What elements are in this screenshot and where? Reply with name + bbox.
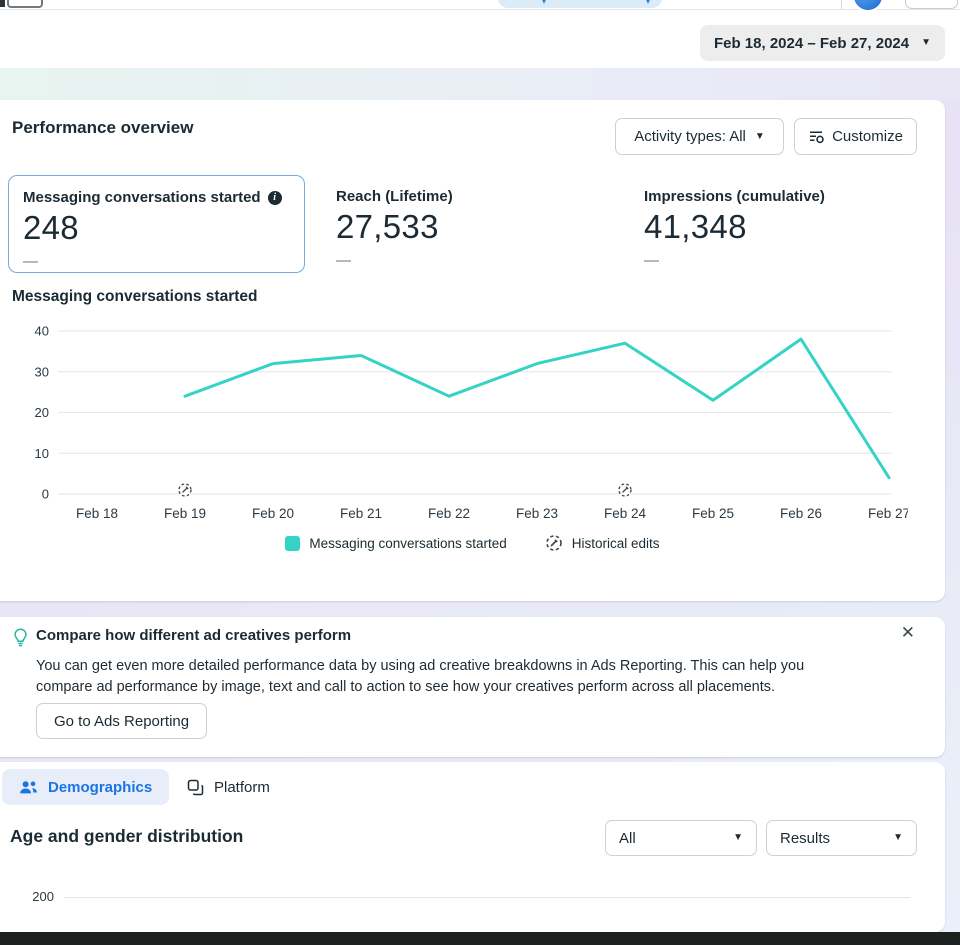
age-gender-chart-clipped: 200 [0, 889, 945, 905]
legend-item-series: Messaging conversations started [285, 536, 506, 551]
top-nav-left-fragment [0, 0, 5, 7]
activity-types-dropdown[interactable]: Activity types: All ▼ [615, 118, 784, 155]
historical-edits-icon [545, 534, 563, 552]
metric-delta: — [23, 253, 290, 270]
line-chart-title: Messaging conversations started [12, 288, 258, 306]
top-nav-left-button[interactable] [7, 0, 43, 8]
metric-value: 27,533 [336, 208, 598, 246]
tab-demographics[interactable]: Demographics [2, 769, 169, 805]
gradient-band [0, 68, 960, 100]
metric-card-impressions[interactable]: Impressions (cumulative) 41,348 — [630, 175, 930, 273]
y-axis-tick-label: 200 [26, 889, 54, 904]
customize-button[interactable]: Customize [794, 118, 917, 155]
svg-text:Feb 21: Feb 21 [340, 506, 382, 521]
svg-text:40: 40 [35, 324, 49, 339]
svg-text:0: 0 [42, 487, 49, 502]
breakdown-filter-dropdown[interactable]: All ▼ [605, 820, 757, 856]
top-nav-right-button[interactable] [905, 0, 958, 9]
info-icon[interactable]: i [268, 191, 282, 205]
activity-types-label: Activity types: All [634, 128, 746, 145]
metric-label: Reach (Lifetime) [336, 188, 598, 205]
page-header-row: Feb 18, 2024 – Feb 27, 2024 ▼ [0, 10, 960, 68]
metric-value: 248 [23, 209, 290, 247]
date-range-label: Feb 18, 2024 – Feb 27, 2024 [714, 35, 909, 52]
svg-text:Feb 27: Feb 27 [868, 506, 908, 521]
tab-platform[interactable]: Platform [170, 769, 287, 805]
customize-label: Customize [832, 128, 903, 145]
svg-text:Feb 23: Feb 23 [516, 506, 558, 521]
performance-overview-card: Performance overview Activity types: All… [0, 100, 945, 601]
metric-card-reach[interactable]: Reach (Lifetime) 27,533 — [322, 175, 612, 273]
metric-type-dropdown[interactable]: Results ▼ [766, 820, 917, 856]
legend-item-historical-edits: Historical edits [545, 534, 660, 552]
chevron-down-icon: ▼ [755, 132, 765, 142]
bottom-window-edge [0, 932, 960, 945]
banner-title: Compare how different ad creatives perfo… [36, 627, 351, 644]
ads-manager-page: ▾ ▾ Feb 18, 2024 – Feb 27, 2024 ▼ Perfor… [0, 0, 960, 945]
chevron-down-icon: ▼ [893, 833, 903, 843]
svg-text:Feb 25: Feb 25 [692, 506, 734, 521]
tab-label: Platform [214, 779, 270, 796]
chart-legend: Messaging conversations started Historic… [0, 534, 945, 552]
metric-label: Impressions (cumulative) [644, 188, 916, 205]
svg-text:Feb 22: Feb 22 [428, 506, 470, 521]
top-nav-divider [841, 0, 842, 9]
dropdown-value: All [619, 830, 636, 847]
lightbulb-icon [11, 627, 30, 653]
close-icon[interactable]: ✕ [901, 623, 915, 643]
metric-delta: — [336, 252, 598, 269]
pill-mark-icon: ▾ [646, 0, 650, 6]
chevron-down-icon: ▼ [921, 38, 931, 48]
gridline [64, 897, 910, 898]
metric-delta: — [644, 252, 916, 269]
layers-icon [187, 779, 204, 796]
series-swatch [285, 536, 300, 551]
dropdown-value: Results [780, 830, 830, 847]
legend-label: Historical edits [572, 536, 660, 551]
messaging-conversations-line-chart: 0 10 20 30 40 Feb 18 Feb 19 Feb 20 Feb 21 Feb 22 F… [8, 318, 908, 525]
svg-text:Feb 24: Feb 24 [604, 506, 647, 521]
svg-text:Feb 18: Feb 18 [76, 506, 118, 521]
chevron-down-icon: ▼ [733, 833, 743, 843]
legend-label: Messaging conversations started [309, 536, 506, 551]
top-nav-center-pill-button[interactable]: ▾ ▾ [498, 0, 662, 8]
svg-text:20: 20 [35, 405, 49, 420]
top-nav-clipped: ▾ ▾ [0, 0, 960, 10]
svg-text:Feb 26: Feb 26 [780, 506, 822, 521]
tab-label: Demographics [48, 779, 152, 796]
metric-value: 41,348 [644, 208, 916, 246]
pill-mark-icon: ▾ [542, 0, 546, 6]
date-range-selector[interactable]: Feb 18, 2024 – Feb 27, 2024 ▼ [700, 25, 945, 61]
svg-text:10: 10 [35, 446, 49, 461]
performance-overview-title: Performance overview [12, 118, 193, 138]
breakdown-card: Demographics Platform Age and gender dis… [0, 762, 945, 932]
svg-text:30: 30 [35, 364, 49, 379]
svg-text:Feb 19: Feb 19 [164, 506, 206, 521]
age-gender-title: Age and gender distribution [10, 826, 243, 847]
ad-creatives-banner: Compare how different ad creatives perfo… [0, 617, 945, 757]
metric-card-messaging-conversations[interactable]: Messaging conversations started i 248 — [8, 175, 305, 273]
banner-body-text: You can get even more detailed performan… [36, 656, 858, 698]
svg-text:Feb 20: Feb 20 [252, 506, 294, 521]
customize-icon [808, 128, 825, 145]
metric-label: Messaging conversations started i [23, 189, 290, 206]
go-to-ads-reporting-button[interactable]: Go to Ads Reporting [36, 703, 207, 739]
people-icon [19, 780, 38, 795]
